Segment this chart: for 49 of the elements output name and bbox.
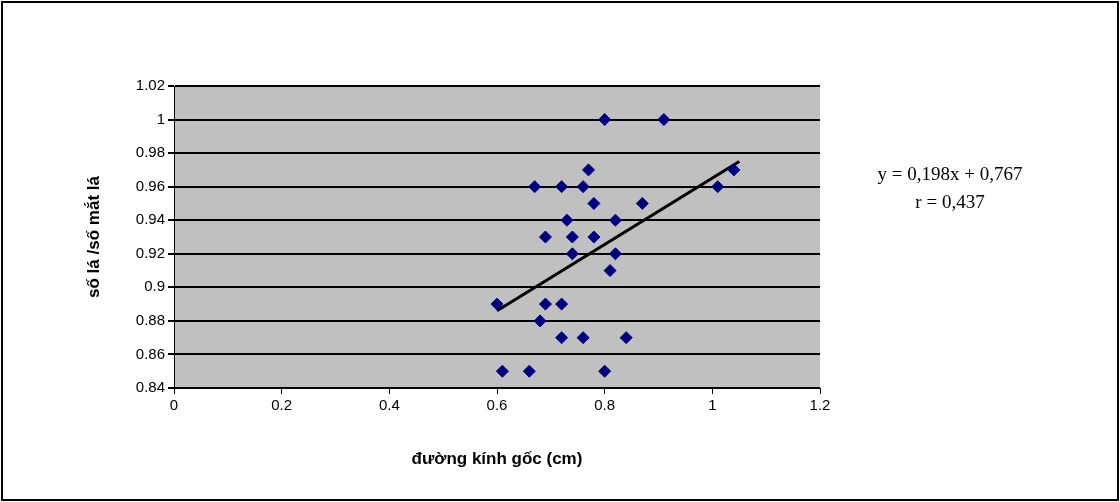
y-tick-label: 0.94 — [135, 210, 165, 228]
point — [619, 331, 633, 345]
y-axis-title: số lá /số mắt lá — [83, 175, 103, 298]
x-tick-label: 0.4 — [378, 396, 400, 414]
point — [582, 163, 596, 177]
y-tick-label: 0.96 — [135, 176, 165, 194]
y-tick-label: 1.02 — [135, 76, 165, 94]
point — [555, 297, 569, 311]
point — [555, 180, 569, 194]
y-tick-label: 0.88 — [135, 311, 165, 329]
point — [538, 230, 552, 244]
point — [598, 113, 612, 127]
point — [560, 213, 574, 227]
point — [528, 180, 542, 194]
x-tick-label: 1 — [708, 396, 717, 414]
point — [727, 163, 741, 177]
point — [603, 264, 617, 278]
y-tick-label: 0.86 — [135, 344, 165, 362]
point — [608, 213, 622, 227]
point — [522, 364, 536, 378]
point — [608, 247, 622, 261]
text: r = 0,437 — [915, 190, 985, 212]
y-tick-label: 1 — [156, 109, 165, 127]
point — [533, 314, 547, 328]
text: y = 0,198x + 0,767 — [877, 162, 1023, 184]
point — [587, 230, 601, 244]
point — [657, 113, 671, 127]
point — [495, 364, 509, 378]
point — [587, 196, 601, 210]
x-tick-label: 1.2 — [809, 396, 831, 414]
x-tick-label: 0.8 — [594, 396, 616, 414]
point — [635, 196, 649, 210]
y-tick-label: 0.92 — [135, 243, 165, 261]
x-tick-label: 0.6 — [486, 396, 508, 414]
y-tick-label: 0.9 — [144, 277, 165, 295]
point — [555, 331, 569, 345]
point — [598, 364, 612, 378]
x-tick-label: 0.2 — [271, 396, 293, 414]
y-tick-label: 0.84 — [135, 378, 165, 396]
x-tick-label: 0 — [169, 396, 179, 414]
point — [711, 180, 725, 194]
y-tick-label: 0.98 — [135, 143, 165, 161]
point — [565, 247, 579, 261]
x-axis-title: đường kính gốc (cm) — [411, 449, 583, 469]
point — [490, 297, 504, 311]
point — [576, 180, 590, 194]
point — [565, 230, 579, 244]
point — [538, 297, 552, 311]
point — [576, 331, 590, 345]
